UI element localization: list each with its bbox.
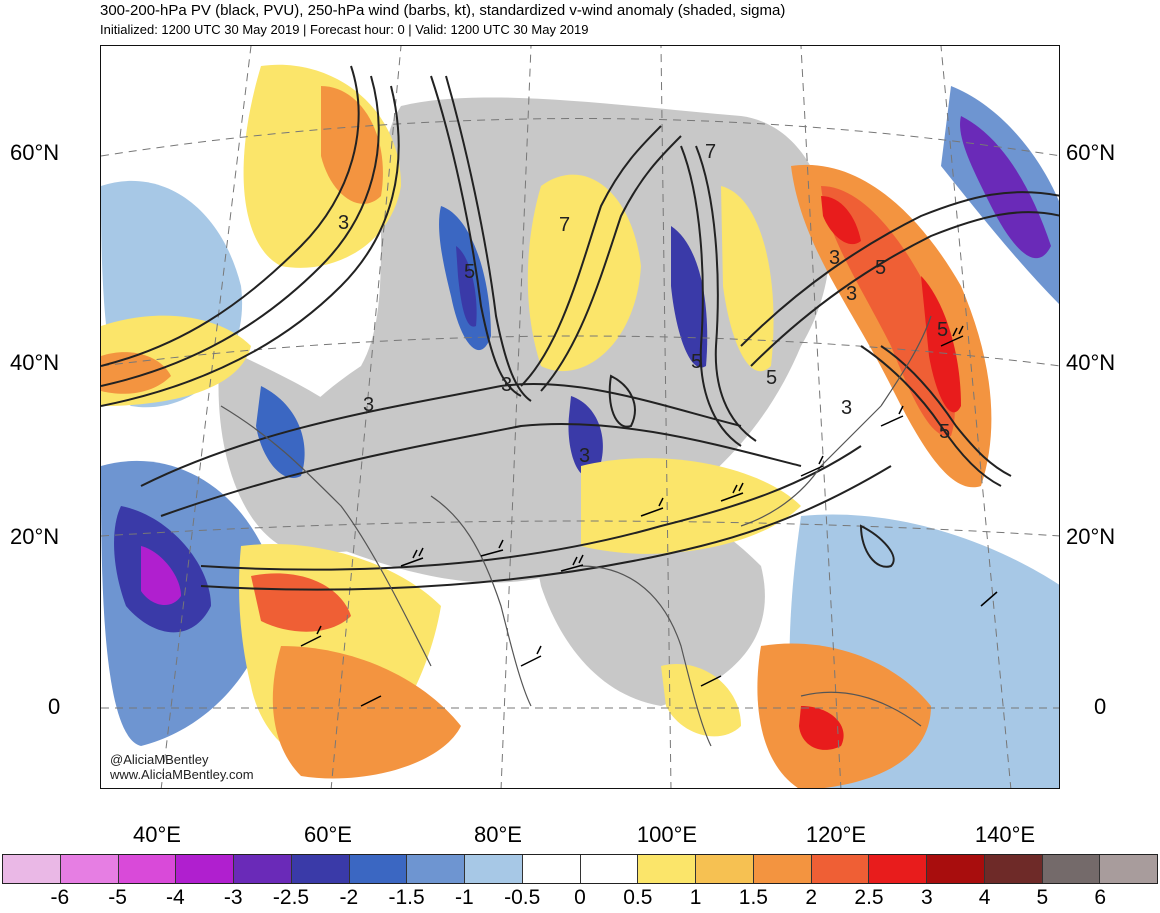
colorbar-swatch (984, 855, 1043, 883)
chart-title: 300-200-hPa PV (black, PVU), 250-hPa win… (100, 2, 786, 19)
colorbar-swatch (3, 855, 61, 883)
colorbar-swatch (1042, 855, 1101, 883)
colorbar-swatch (753, 855, 812, 883)
contour-label: 5 (937, 319, 948, 341)
colorbar-tick-label: -2 (339, 886, 359, 909)
wind-barbs (300, 325, 998, 707)
colorbar-tick-label: -6 (50, 886, 70, 909)
lat-label-right: 0 (1094, 694, 1107, 719)
contour-label: 3 (579, 445, 590, 467)
colorbar-swatch (811, 855, 870, 883)
contour-label: 7 (559, 214, 570, 236)
colorbar-tick-label: -0.5 (504, 886, 541, 909)
coastlines (220, 315, 932, 747)
colorbar-swatch (1100, 855, 1157, 883)
credit-handle: @AliciaMBentley (110, 752, 209, 767)
contour-label: 3 (338, 212, 349, 234)
colorbar-swatch (696, 855, 754, 883)
contour-label: 5 (691, 351, 702, 373)
colorbar-tick-label: 4 (978, 886, 991, 909)
credit-url: www.AliciaMBentley.com (110, 767, 254, 782)
colorbar (2, 854, 1158, 884)
colorbar-tick-label: -2.5 (272, 886, 310, 909)
colorbar-swatch (638, 855, 696, 883)
colorbar-tick-label: 3 (920, 886, 933, 909)
map-panel: 3 5 7 3 3 5 3 5 7 3 5 5 3 5 3 (100, 45, 1060, 789)
lon-label: 80°E (474, 822, 522, 847)
lat-label-right: 60°N (1066, 140, 1116, 165)
colorbar-swatch (465, 855, 523, 883)
contour-label: 5 (939, 421, 950, 443)
lon-label: 100°E (636, 822, 698, 847)
lat-label-left: 60°N (10, 140, 60, 165)
colorbar-swatch (176, 855, 234, 883)
colorbar-swatch (60, 855, 119, 883)
colorbar-tick-label: 1.5 (738, 886, 768, 909)
colorbar-swatch (407, 855, 465, 883)
colorbar-tick-label: 1 (689, 886, 702, 909)
colorbar-tick-label: -1.5 (388, 886, 425, 909)
map-canvas: 3 5 7 3 3 5 3 5 7 3 5 5 3 5 3 (101, 46, 1059, 788)
colorbar-swatch (927, 855, 985, 883)
anomaly-shading (101, 46, 1059, 788)
pv-contours (101, 65, 1059, 591)
colorbar-swatch (234, 855, 292, 883)
colorbar-tick-label: -3 (223, 886, 243, 909)
colorbar-tick-label: 0.5 (623, 886, 653, 909)
contour-label: 5 (766, 367, 777, 389)
colorbar-tick-label: 2.5 (854, 886, 884, 909)
colorbar-swatch (869, 855, 927, 883)
contour-label: 3 (841, 397, 852, 419)
colorbar-swatch (291, 855, 350, 883)
lon-label: 120°E (805, 822, 867, 847)
colorbar-swatch (580, 855, 639, 883)
colorbar-tick-label: 5 (1036, 886, 1049, 909)
contour-labels: 3 5 7 3 3 5 3 5 7 3 5 5 3 5 3 (338, 141, 950, 467)
colorbar-tick-label: 6 (1094, 886, 1107, 909)
graticule (101, 46, 1059, 788)
colorbar-tick-label: 0 (574, 886, 586, 909)
contour-label: 3 (846, 283, 857, 305)
colorbar-tick-label: 2 (805, 886, 818, 909)
contour-label: 7 (705, 141, 716, 163)
colorbar-swatch (522, 855, 581, 883)
colorbar-swatch (349, 855, 408, 883)
lat-label-right: 40°N (1066, 350, 1116, 375)
lon-label: 140°E (974, 822, 1036, 847)
contour-label: 3 (501, 374, 512, 396)
lon-label: 60°E (304, 822, 352, 847)
colorbar-tick-label: -4 (166, 886, 185, 909)
lon-label: 40°E (133, 822, 181, 847)
colorbar-tick-label: -5 (108, 886, 127, 909)
contour-label: 3 (829, 247, 840, 269)
colorbar-tick-label: -1 (455, 886, 474, 909)
chart-subtitle: Initialized: 1200 UTC 30 May 2019 | Fore… (100, 22, 589, 37)
lat-label-right: 20°N (1066, 524, 1116, 549)
lat-label-left: 20°N (10, 524, 60, 549)
contour-label: 5 (875, 257, 886, 279)
colorbar-swatch (118, 855, 177, 883)
contour-label: 3 (363, 394, 374, 416)
lat-label-left: 0 (48, 694, 61, 719)
lat-label-left: 40°N (10, 350, 60, 375)
contour-label: 5 (464, 261, 475, 283)
